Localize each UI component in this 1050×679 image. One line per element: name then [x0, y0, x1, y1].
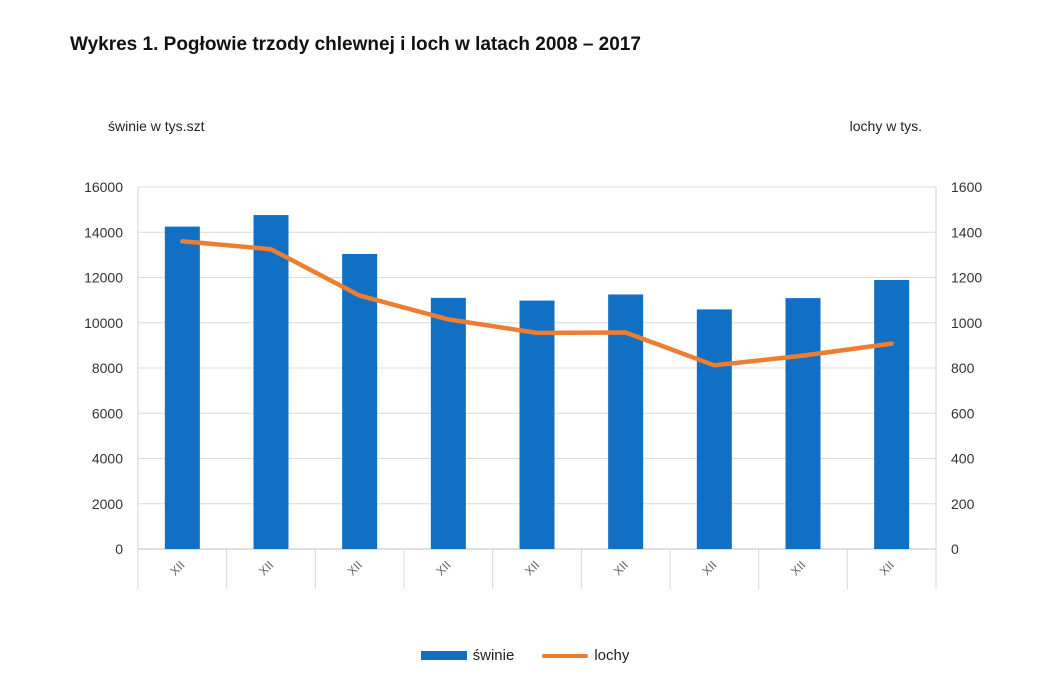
bars-group: [164, 215, 910, 549]
right-tick-label: 200: [951, 496, 975, 512]
category-label: XII: [522, 558, 542, 578]
right-tick-label: 600: [951, 405, 975, 421]
legend-label-lochy: lochy: [594, 647, 630, 664]
left-tick-label: 12000: [84, 270, 123, 286]
bar-swinie: [874, 279, 910, 549]
right-axis-ticks: 0 200 400 600 800 1000 1200 1400 1600: [951, 179, 982, 557]
legend: świnie lochy: [0, 647, 1050, 664]
category-label: XII: [877, 558, 897, 578]
category-label: XII: [167, 558, 187, 578]
bar-swinie: [164, 226, 200, 549]
right-tick-label: 1400: [951, 224, 982, 240]
right-tick-label: 1600: [951, 179, 982, 195]
category-label: XII: [788, 558, 808, 578]
category-label: XII: [256, 558, 276, 578]
left-tick-label: 16000: [84, 179, 123, 195]
left-tick-label: 2000: [92, 496, 123, 512]
left-axis-ticks: 0 2000 4000 6000 8000 10000 12000 14000 16000: [84, 179, 123, 557]
category-label: XII: [699, 558, 719, 578]
bar-swinie: [785, 298, 821, 549]
bar-swinie: [342, 253, 378, 549]
right-tick-label: 800: [951, 360, 975, 376]
left-tick-label: 4000: [92, 451, 123, 467]
category-axis-ticks: XII XII XII XII XII XII XII XII XII: [167, 558, 897, 578]
legend-item-swinie: świnie: [420, 647, 515, 664]
category-label: XII: [433, 558, 453, 578]
right-axis-caption: lochy w tys.: [849, 118, 922, 134]
left-tick-label: 0: [115, 541, 123, 557]
bar-swinie: [696, 309, 732, 549]
legend-swatch-lochy: [542, 653, 589, 658]
bar-swinie: [253, 215, 289, 549]
right-tick-label: 0: [951, 541, 959, 557]
right-tick-label: 400: [951, 451, 975, 467]
legend-item-lochy: lochy: [542, 647, 629, 664]
chart-title: Wykres 1. Pogłowie trzody chlewnej i loc…: [70, 34, 641, 55]
category-label: XII: [611, 558, 631, 578]
left-tick-label: 10000: [84, 315, 123, 331]
right-tick-label: 1000: [951, 315, 982, 331]
legend-label-swinie: świnie: [472, 647, 515, 664]
bar-swinie: [430, 297, 466, 549]
line-group: [180, 239, 894, 368]
left-tick-label: 6000: [92, 405, 123, 421]
category-label: XII: [345, 558, 365, 578]
combo-chart: 0 2000 4000 6000 8000 10000 12000 14000 16000 0 2…: [84, 179, 982, 589]
left-tick-label: 14000: [84, 224, 123, 240]
bar-swinie: [519, 300, 555, 549]
left-tick-label: 8000: [92, 360, 123, 376]
left-axis-caption: świnie w tys.szt: [108, 118, 205, 134]
legend-swatch-swinie: [420, 651, 467, 660]
right-tick-label: 1200: [951, 270, 982, 286]
